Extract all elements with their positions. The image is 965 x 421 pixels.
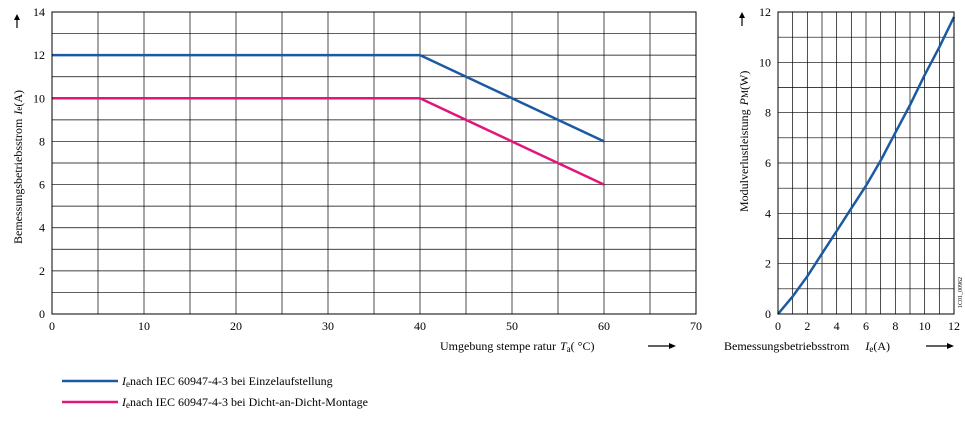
x-tick-label: 0 [49,319,55,333]
y-tick-label: 0 [39,307,45,321]
left-chart-frame [51,11,697,315]
legend-entry-1: Ienach IEC 60947-4-3 bei Einzelaufstellu… [62,374,333,389]
legend: Ienach IEC 60947-4-3 bei Einzelaufstellu… [62,374,368,410]
left-y-axis-label: BemessungsbetriebsstromIe(A) [11,90,25,244]
left-chart: 0 10 20 30 40 50 60 70 0 2 4 6 8 10 12 14 Bemessungsbet… [11,5,702,354]
left-y-axis-arrow [14,14,20,28]
right-chart-ticks: 0 2 4 6 8 10 12 0 2 4 6 8 10 12 [759,5,960,333]
x-tick-label: 30 [322,319,334,333]
right-chart-series [777,16,956,315]
left-chart-series [52,53,605,186]
y-tick-label: 2 [765,257,771,271]
axis-arrow-head [669,343,676,349]
y-tick-label: 12 [759,5,771,19]
x-tick-label: 40 [414,319,426,333]
axis-arrow-head [947,343,954,349]
x-tick-label: 10 [138,319,150,333]
x-tick-label: 4 [834,319,840,333]
y-tick-label: 8 [39,134,45,148]
y-tick-label: 4 [39,221,45,235]
y-tick-label: 12 [33,48,45,62]
left-x-axis-arrow [648,343,676,349]
y-tick-label: 2 [39,264,45,278]
x-tick-label: 6 [863,319,869,333]
y-tick-label: 10 [33,91,45,105]
left-chart-ticks: 0 10 20 30 40 50 60 70 0 2 4 6 8 10 12 14 [33,5,702,333]
y-tick-label: 8 [765,106,771,120]
y-tick-label: 14 [33,5,45,19]
axis-arrow-head [739,12,745,18]
right-chart-frame [777,11,955,315]
right-y-axis-label: ModulverlustleistungPM(W) [737,71,751,212]
x-tick-label: 2 [804,319,810,333]
y-tick-label: 4 [765,206,771,220]
figure-code: 1C01_00962 [958,277,964,308]
right-x-axis-label: Bemessungsbetriebsstrom Ie(A) [724,339,890,354]
y-tick-label: 0 [765,307,771,321]
left-chart-grid [52,12,696,314]
y-tick-label: 6 [765,156,771,170]
x-tick-label: 50 [506,319,518,333]
axis-arrow-head [14,14,20,20]
series-line-2 [52,97,605,186]
x-tick-label: 20 [230,319,242,333]
x-tick-label: 10 [919,319,931,333]
legend-label-2: Ienach IEC 60947-4-3 bei Dicht-an-Dicht-… [121,395,368,410]
series-line-1 [52,53,605,143]
right-chart: 0 2 4 6 8 10 12 0 2 4 6 8 10 12 ModulverlustleistungP… [724,5,964,354]
legend-label-1: Ienach IEC 60947-4-3 bei Einzelaufstellu… [121,374,333,389]
y-tick-label: 10 [759,55,771,69]
y-tick-label: 6 [39,178,45,192]
x-tick-label: 60 [598,319,610,333]
x-tick-label: 12 [948,319,960,333]
right-y-axis-arrow [739,12,745,26]
legend-entry-2: Ienach IEC 60947-4-3 bei Dicht-an-Dicht-… [62,395,368,410]
x-tick-label: 8 [892,319,898,333]
x-tick-label: 0 [775,319,781,333]
left-x-axis-label: Umgebung stempe ratur Ta( °C) [440,339,594,354]
series-line-1 [777,16,956,315]
right-chart-grid [778,12,954,314]
right-x-axis-arrow [926,343,954,349]
x-tick-label: 70 [690,319,702,333]
